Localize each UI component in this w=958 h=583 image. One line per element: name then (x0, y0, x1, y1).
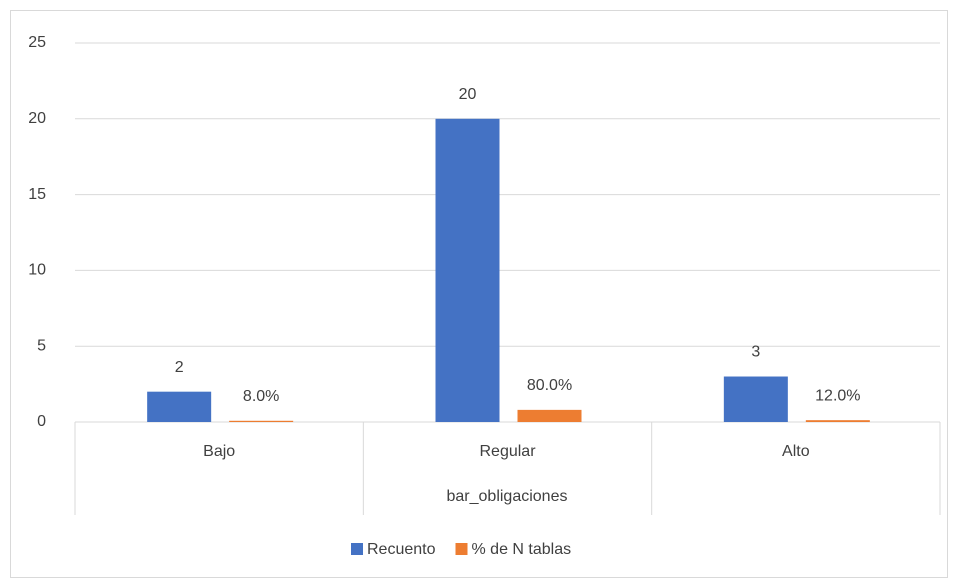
bar (147, 391, 212, 422)
bar (229, 420, 294, 422)
y-tick-label: 25 (28, 34, 46, 51)
data-label: 20 (459, 86, 477, 103)
bar (517, 409, 582, 422)
x-tick-label: Alto (782, 443, 810, 460)
legend-swatch (351, 543, 363, 555)
legend-swatch (455, 543, 468, 555)
y-tick-label: 0 (37, 413, 46, 430)
y-tick-label: 20 (28, 110, 46, 127)
x-tick-label: Bajo (203, 443, 235, 460)
data-label: 80.0% (527, 377, 572, 394)
bar (805, 420, 870, 422)
data-label: 2 (175, 359, 184, 376)
legend-label: % de N tablas (472, 541, 572, 558)
bar (723, 376, 788, 422)
y-tick-label: 5 (37, 337, 46, 354)
bar (435, 118, 500, 423)
data-label: 8.0% (243, 388, 279, 405)
x-axis-title: bar_obligaciones (447, 488, 568, 505)
x-tick-label: Regular (479, 443, 536, 460)
data-label: 12.0% (815, 387, 860, 404)
y-tick-label: 15 (28, 186, 46, 203)
data-label: 3 (751, 344, 760, 361)
legend-label: Recuento (367, 541, 436, 558)
y-tick-label: 10 (28, 262, 46, 279)
